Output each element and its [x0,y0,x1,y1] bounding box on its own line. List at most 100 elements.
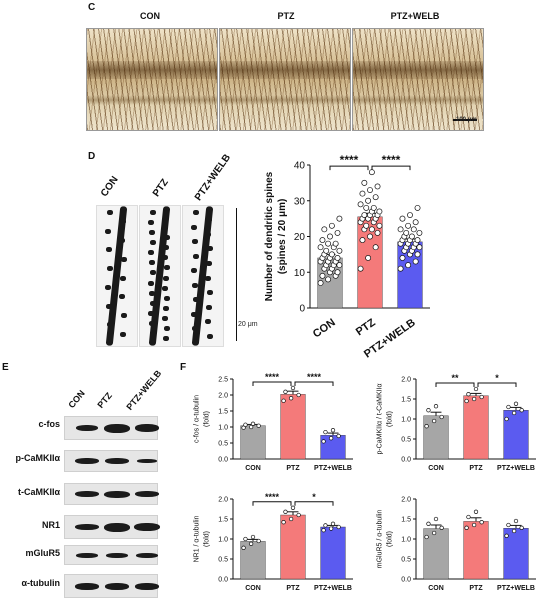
data-point [332,240,339,247]
data-point [374,229,381,236]
dendritic-spine [164,235,170,241]
data-point [367,187,373,193]
data-point [319,272,326,279]
y-tick-label: 20 [294,232,306,243]
dendritic-spine [192,239,198,245]
significance-label: ** [451,373,459,383]
data-point [399,215,406,222]
data-point [368,226,375,233]
data-point [479,520,484,525]
significance-label: **** [382,153,401,167]
dendritic-spine [105,228,111,234]
wb-band [76,425,98,431]
data-point [403,229,410,236]
data-point [328,251,335,258]
y-axis-label: p-CaMKIIα / t-CaMKIIα (fold) [377,383,394,454]
data-point [365,254,372,261]
dendritic-spine [148,310,154,316]
dendritic-spine [193,297,199,303]
dendritic-spine [207,290,213,296]
data-point [407,212,413,219]
data-point [397,226,404,233]
wb-band [75,524,99,530]
dendritic-spine [193,253,199,259]
data-point [426,521,431,526]
dendritic-spine [150,210,156,215]
y-axis-label: Number of dendritic spines (spines / 20 μ… [264,171,288,301]
dendritic-spine [148,280,154,286]
significance-bracket [371,165,411,171]
data-point [336,247,343,254]
wb-label-tcamkii: t-CaMKIIα [17,487,60,497]
bar-ptz [463,521,489,580]
wb-band [134,523,160,531]
data-point [323,429,328,435]
data-point [317,244,324,251]
panel-d-title-welb: PTZ+WELB [192,152,234,203]
y-tick-label: 2.0 [218,496,228,503]
data-point [288,396,294,401]
data-point [359,237,366,244]
data-point [424,534,429,540]
data-point [414,251,421,258]
wb-band [76,552,98,558]
y-axis-label-line: (fold) [204,411,211,427]
data-point [327,233,333,240]
data-point [513,401,519,406]
wb-strip-tubulin [64,574,159,598]
panel-e-label: E [2,362,9,373]
y-tick-label: 0.0 [218,456,228,463]
y-tick-label: 0.5 [218,440,228,447]
data-point [506,404,511,410]
dendritic-spine [149,320,155,326]
dendritic-spine [193,210,199,215]
category-label: PTZ+WELB [314,585,352,592]
data-point [412,258,419,265]
y-tick-label: 0.5 [401,436,411,443]
dendritic-spine [107,322,113,328]
wb-strip-cfos [64,416,159,440]
y-tick-label: 30 [294,196,306,207]
dendrite-image-ptz [139,205,181,347]
category-label: CON [428,585,444,592]
category-label: PTZ [286,465,300,472]
y-tick-label: 2.5 [218,376,228,383]
data-point [370,204,377,211]
data-point [330,521,336,526]
category-label: CON [245,465,261,472]
data-point [334,269,341,276]
dendritic-spine [192,326,198,332]
y-axis-label-line: (spines / 20 μm) [277,199,288,275]
dendritic-spine [192,282,198,288]
wb-strip-nr1 [64,515,160,539]
data-point [464,525,469,530]
data-point [357,265,364,272]
data-point [431,418,437,424]
data-point [368,169,375,176]
mglur5-chart: 0.0 0.5 1.0 1.5 2.0 mGluR5 / α-tubulin (fold) C… [377,496,536,592]
bar-ptzwelb [320,435,346,460]
data-point [519,408,524,413]
micrograph-con [86,28,218,131]
y-axis-label-line: p-CaMKIIα / t-CaMKIIα [377,383,384,454]
dendritic-spine [164,325,170,331]
data-point [473,386,479,392]
data-point [323,523,328,528]
data-point [241,425,246,430]
y-tick-label: 1.0 [218,424,228,431]
significance-label: **** [307,372,322,382]
data-point [243,536,248,542]
bar-ptz [280,394,306,460]
y-tick-label: 1.5 [218,408,228,415]
dendritic-spine [207,246,213,252]
significance-label: **** [265,372,280,382]
data-point [464,398,469,404]
y-tick-label: 0.5 [401,556,411,563]
dendritic-spine [105,284,111,290]
dendritic-spine [163,215,169,221]
data-point [408,233,415,240]
significance-label: * [312,492,316,502]
category-label: PTZ [469,465,483,472]
data-point [471,522,477,528]
data-point [361,179,368,186]
